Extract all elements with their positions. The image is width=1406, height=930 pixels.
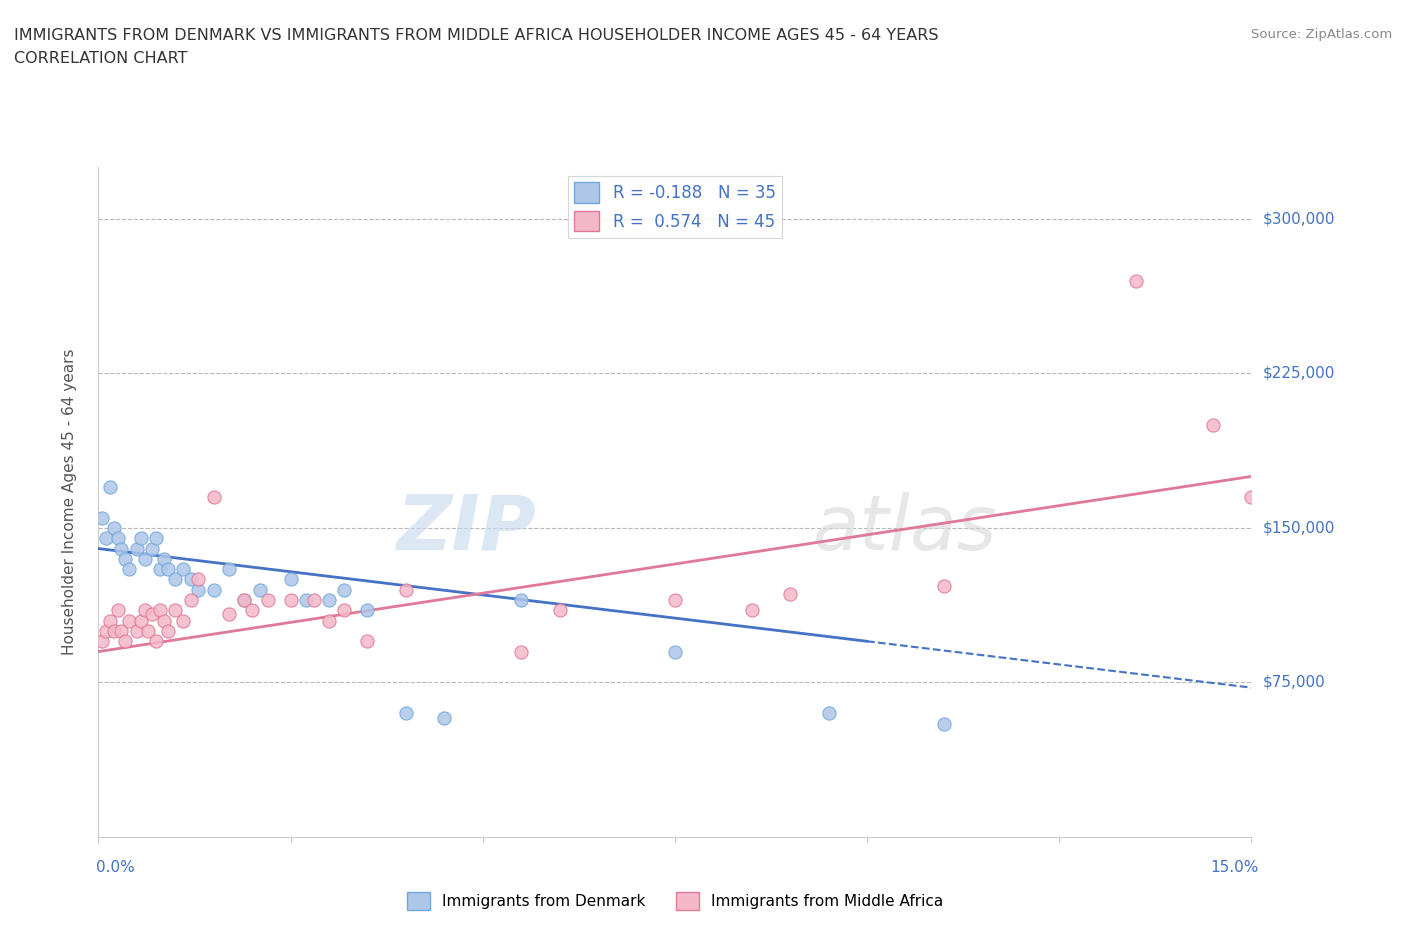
Point xyxy=(149,562,172,577)
Point xyxy=(1240,489,1263,504)
Y-axis label: Householder Income Ages 45 - 64 years: Householder Income Ages 45 - 64 years xyxy=(62,349,77,656)
Point xyxy=(118,562,141,577)
Point xyxy=(141,607,163,622)
Point xyxy=(1125,273,1147,288)
Point xyxy=(318,613,340,628)
Point xyxy=(395,706,418,721)
Point xyxy=(395,582,418,597)
Point xyxy=(138,623,160,638)
Point xyxy=(156,623,179,638)
Point xyxy=(145,531,167,546)
Point xyxy=(152,551,174,566)
Point xyxy=(180,572,202,587)
Point xyxy=(110,623,132,638)
Point xyxy=(156,562,179,577)
Point xyxy=(510,644,533,659)
Point xyxy=(218,562,240,577)
Point xyxy=(218,607,240,622)
Point xyxy=(280,572,302,587)
Point xyxy=(249,582,271,597)
Point xyxy=(333,603,356,618)
Point xyxy=(98,613,121,628)
Point xyxy=(125,623,148,638)
Point xyxy=(110,541,132,556)
Point xyxy=(932,578,955,593)
Point xyxy=(129,613,152,628)
Point xyxy=(94,623,117,638)
Point xyxy=(114,551,136,566)
Text: $300,000: $300,000 xyxy=(1263,211,1334,226)
Point xyxy=(256,592,278,607)
Point xyxy=(233,592,256,607)
Point xyxy=(141,541,163,556)
Point xyxy=(107,531,129,546)
Point xyxy=(172,613,194,628)
Text: 15.0%: 15.0% xyxy=(1211,860,1258,875)
Text: $225,000: $225,000 xyxy=(1263,365,1334,381)
Point xyxy=(103,521,125,536)
Point xyxy=(932,716,955,731)
Point xyxy=(172,562,194,577)
Point xyxy=(145,634,167,649)
Point xyxy=(98,479,121,494)
Point xyxy=(134,551,156,566)
Point xyxy=(510,592,533,607)
Legend: R = -0.188   N = 35, R =  0.574   N = 45: R = -0.188 N = 35, R = 0.574 N = 45 xyxy=(568,176,782,238)
Point xyxy=(180,592,202,607)
Text: $150,000: $150,000 xyxy=(1263,521,1334,536)
Text: CORRELATION CHART: CORRELATION CHART xyxy=(14,51,187,66)
Point xyxy=(118,613,141,628)
Point xyxy=(165,572,187,587)
Point xyxy=(302,592,325,607)
Text: $75,000: $75,000 xyxy=(1263,675,1326,690)
Point xyxy=(149,603,172,618)
Text: atlas: atlas xyxy=(813,492,998,566)
Point xyxy=(107,603,129,618)
Text: ZIP: ZIP xyxy=(396,492,537,566)
Point xyxy=(94,531,117,546)
Point xyxy=(817,706,839,721)
Point xyxy=(134,603,156,618)
Point xyxy=(356,603,378,618)
Point xyxy=(202,489,225,504)
Text: IMMIGRANTS FROM DENMARK VS IMMIGRANTS FROM MIDDLE AFRICA HOUSEHOLDER INCOME AGES: IMMIGRANTS FROM DENMARK VS IMMIGRANTS FR… xyxy=(14,28,939,43)
Point xyxy=(91,634,114,649)
Text: Source: ZipAtlas.com: Source: ZipAtlas.com xyxy=(1251,28,1392,41)
Point xyxy=(779,587,801,602)
Point xyxy=(125,541,148,556)
Point xyxy=(91,511,114,525)
Point xyxy=(240,603,263,618)
Point xyxy=(280,592,302,607)
Text: 0.0%: 0.0% xyxy=(96,860,135,875)
Point xyxy=(295,592,318,607)
Point xyxy=(741,603,763,618)
Point xyxy=(187,572,209,587)
Point xyxy=(318,592,340,607)
Point xyxy=(129,531,152,546)
Point xyxy=(103,623,125,638)
Point xyxy=(187,582,209,597)
Point xyxy=(664,592,686,607)
Point xyxy=(664,644,686,659)
Point xyxy=(114,634,136,649)
Point xyxy=(1202,418,1225,432)
Point xyxy=(433,711,456,725)
Point xyxy=(202,582,225,597)
Point xyxy=(152,613,174,628)
Point xyxy=(165,603,187,618)
Point xyxy=(356,634,378,649)
Point xyxy=(233,592,256,607)
Point xyxy=(548,603,571,618)
Point xyxy=(333,582,356,597)
